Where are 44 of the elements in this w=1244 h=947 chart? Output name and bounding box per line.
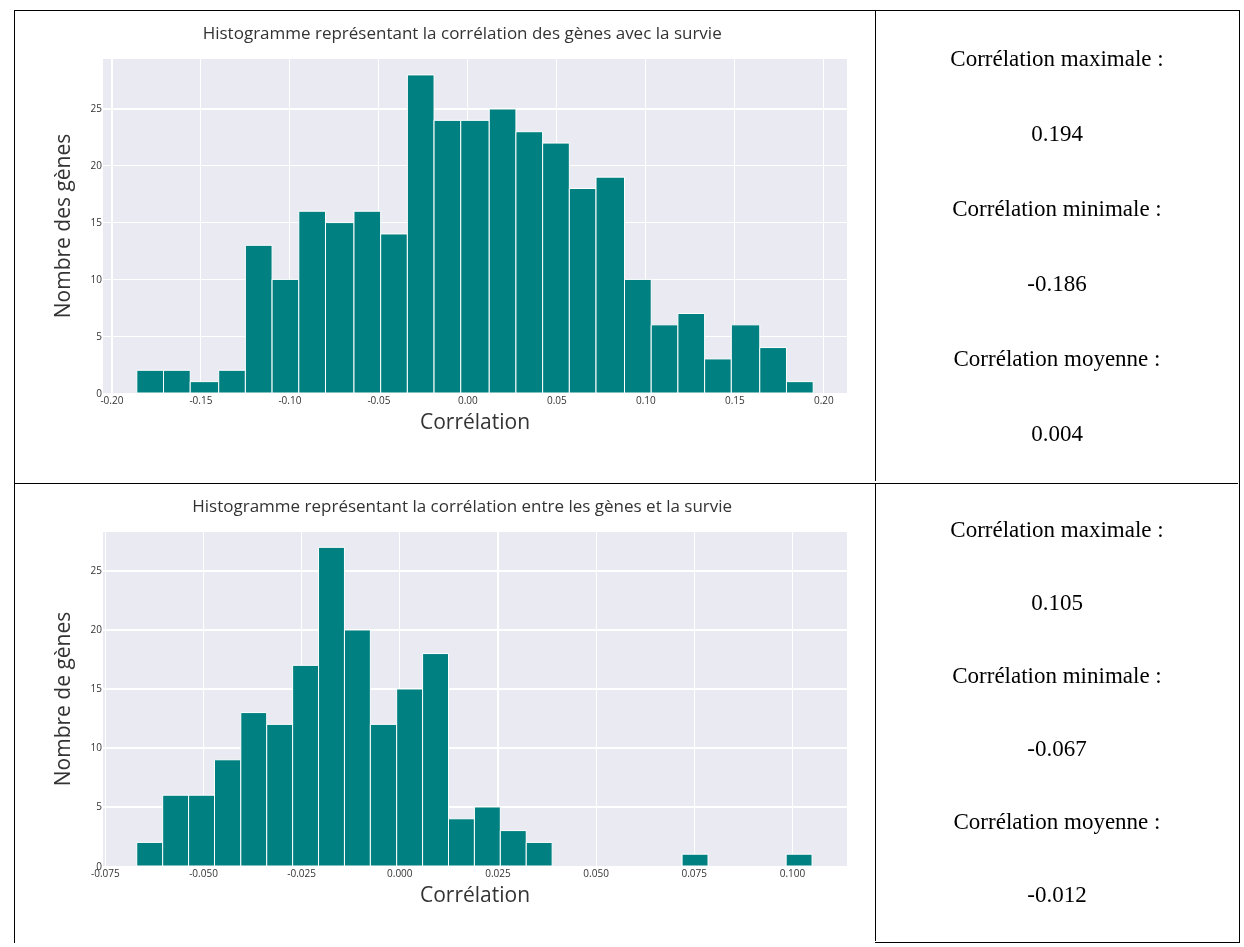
y-tick-label: 25	[90, 563, 103, 578]
text: Corrélation minimale :	[952, 195, 1162, 222]
y-tick-label: 25	[90, 101, 103, 116]
x-tick-label: -0.15	[189, 393, 213, 407]
y-tick-label: 0	[96, 385, 103, 400]
y-axis-title: Nombre de gènes	[47, 611, 76, 787]
x-tick-label: 0.10	[635, 393, 657, 407]
y-tick-label: 20	[90, 158, 103, 173]
x-axis-title: Corrélation	[419, 880, 531, 908]
y-tick-label: 5	[96, 328, 103, 343]
text: 0.004	[1031, 420, 1083, 447]
y-tick-label: 15	[90, 681, 103, 696]
text: Corrélation maximale :	[950, 517, 1164, 544]
text: -0.012	[1027, 881, 1087, 908]
text: Corrélation minimale :	[952, 663, 1162, 690]
text: Corrélation moyenne :	[953, 808, 1161, 835]
x-tick-label: 0.00	[457, 393, 479, 407]
y-axis-title: Nombre des gènes	[47, 133, 76, 319]
chart-title: Histogramme représentant la corrélation entre les gènes et la survie	[192, 494, 733, 518]
x-tick-label: -0.05	[367, 393, 391, 407]
chart-title: Histogramme représentant la corrélation des gènes avec la survie	[202, 21, 722, 45]
x-tick-label: -0.025	[287, 866, 317, 880]
text: -0.186	[1027, 270, 1087, 297]
y-tick-label: 15	[90, 215, 103, 230]
x-tick-label: 0.025	[485, 866, 511, 880]
text: Corrélation moyenne :	[953, 345, 1161, 372]
x-tick-label: 0.050	[583, 866, 610, 880]
x-tick-label: 0.075	[681, 866, 708, 880]
x-tick-label: -0.050	[189, 866, 219, 880]
x-tick-label: -0.10	[278, 393, 302, 407]
y-tick-label: 10	[90, 271, 103, 286]
text: Corrélation maximale :	[950, 45, 1164, 72]
text: 0.105	[1031, 590, 1083, 617]
x-tick-label: 0.000	[387, 866, 413, 880]
text: -0.067	[1027, 735, 1087, 762]
text: 0.194	[1031, 120, 1083, 147]
y-tick-label: 5	[96, 799, 103, 814]
x-axis-title: Corrélation	[419, 407, 531, 435]
y-tick-label: 10	[90, 740, 103, 755]
y-tick-label: 20	[90, 622, 103, 637]
x-tick-label: 0.15	[724, 393, 746, 407]
x-tick-label: 0.05	[546, 393, 568, 407]
x-tick-label: 0.20	[813, 393, 835, 407]
x-tick-label: 0.100	[779, 866, 806, 880]
